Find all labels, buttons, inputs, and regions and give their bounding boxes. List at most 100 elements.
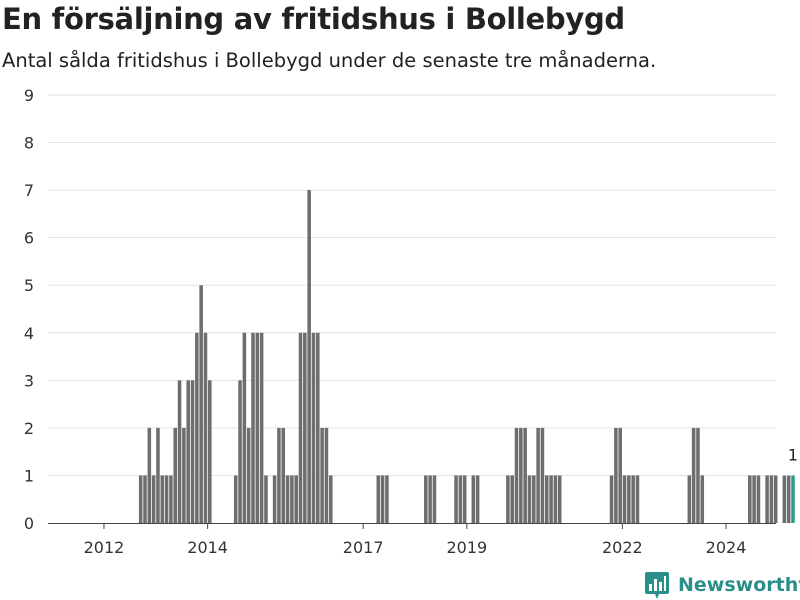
bar <box>631 475 635 523</box>
bar <box>786 475 791 523</box>
bar <box>190 380 195 523</box>
bar <box>553 475 558 523</box>
bar <box>471 475 476 523</box>
y-tick-label: 6 <box>24 229 34 248</box>
bar <box>151 475 156 523</box>
bar <box>614 427 618 523</box>
brand-logo: Newsworthy <box>644 570 800 600</box>
bar <box>177 380 182 523</box>
bar <box>752 475 756 523</box>
bar-layer <box>138 190 795 524</box>
bar <box>557 475 562 523</box>
bar <box>475 475 480 523</box>
x-tick-label: 2014 <box>187 538 228 557</box>
bar <box>251 332 255 523</box>
bar <box>773 475 778 523</box>
highlight-data-label: 1 <box>788 445 798 464</box>
bar <box>259 332 264 523</box>
bar <box>208 380 212 523</box>
bar <box>264 475 268 523</box>
bar <box>324 427 329 523</box>
bar <box>160 475 165 523</box>
bar <box>233 475 238 523</box>
bar <box>696 427 700 523</box>
y-tick-label: 4 <box>24 324 34 343</box>
bar <box>544 475 549 523</box>
bar <box>454 475 458 523</box>
y-tick-label: 7 <box>24 181 34 200</box>
bar <box>523 427 527 523</box>
bar <box>320 427 324 523</box>
bar <box>510 475 514 523</box>
bar <box>199 285 203 523</box>
bar <box>748 475 752 523</box>
x-tick-label: 2017 <box>343 538 384 557</box>
bar <box>195 332 199 523</box>
bar <box>700 475 705 523</box>
bar <box>635 475 640 523</box>
bar <box>316 332 320 523</box>
bar <box>285 475 290 523</box>
bar <box>380 475 385 523</box>
bar <box>173 427 178 523</box>
bar <box>532 475 536 523</box>
bar <box>540 427 545 523</box>
bar <box>432 475 437 523</box>
bar <box>242 332 247 523</box>
bar <box>328 475 333 523</box>
bar <box>290 475 294 523</box>
highlight-bar <box>791 475 795 523</box>
bar <box>514 427 519 523</box>
bar <box>246 427 251 523</box>
bar <box>164 475 169 523</box>
bar <box>281 427 286 523</box>
bar <box>769 475 774 523</box>
bar <box>186 380 190 523</box>
bar <box>765 475 769 523</box>
x-tick-label: 2012 <box>84 538 125 557</box>
bar <box>385 475 389 523</box>
bar-chart-logo-icon <box>645 572 669 599</box>
bar <box>277 427 281 523</box>
x-tick-label: 2024 <box>706 538 747 557</box>
bar <box>609 475 614 523</box>
grid-layer <box>48 94 776 524</box>
bar <box>311 332 316 523</box>
bar <box>255 332 260 523</box>
x-tick-label: 2019 <box>446 538 487 557</box>
y-tick-label: 0 <box>24 514 34 533</box>
y-tick-label: 9 <box>24 86 34 105</box>
bar <box>303 332 307 523</box>
bar <box>627 475 631 523</box>
y-tick-label: 2 <box>24 419 34 438</box>
y-tick-label: 8 <box>24 134 34 153</box>
y-tick-label: 1 <box>24 466 34 485</box>
bar <box>519 427 523 523</box>
chart-subtitle: Antal sålda fritidshus i Bollebygd under… <box>2 49 657 72</box>
bar <box>272 475 277 523</box>
bar <box>527 475 532 523</box>
bar <box>294 475 298 523</box>
bar <box>203 332 208 523</box>
label-layer: 0 1 2 3 4 5 6 7 8 9 2012 2014 2017 2019 2022 2024 1 <box>24 86 798 557</box>
bar <box>618 427 622 523</box>
bar <box>428 475 432 523</box>
bar <box>691 427 696 523</box>
bar <box>238 380 242 523</box>
bar <box>147 427 152 523</box>
bar <box>169 475 173 523</box>
bar <box>182 427 186 523</box>
bar <box>424 475 428 523</box>
bar <box>687 475 692 523</box>
bar <box>622 475 627 523</box>
brand-name: Newsworthy <box>678 574 800 596</box>
bar <box>782 475 787 523</box>
bar <box>138 475 143 523</box>
bar <box>756 475 761 523</box>
bar <box>462 475 467 523</box>
y-tick-label: 3 <box>24 371 34 390</box>
bar <box>506 475 510 523</box>
bar <box>143 475 147 523</box>
x-tick-label: 2022 <box>602 538 643 557</box>
